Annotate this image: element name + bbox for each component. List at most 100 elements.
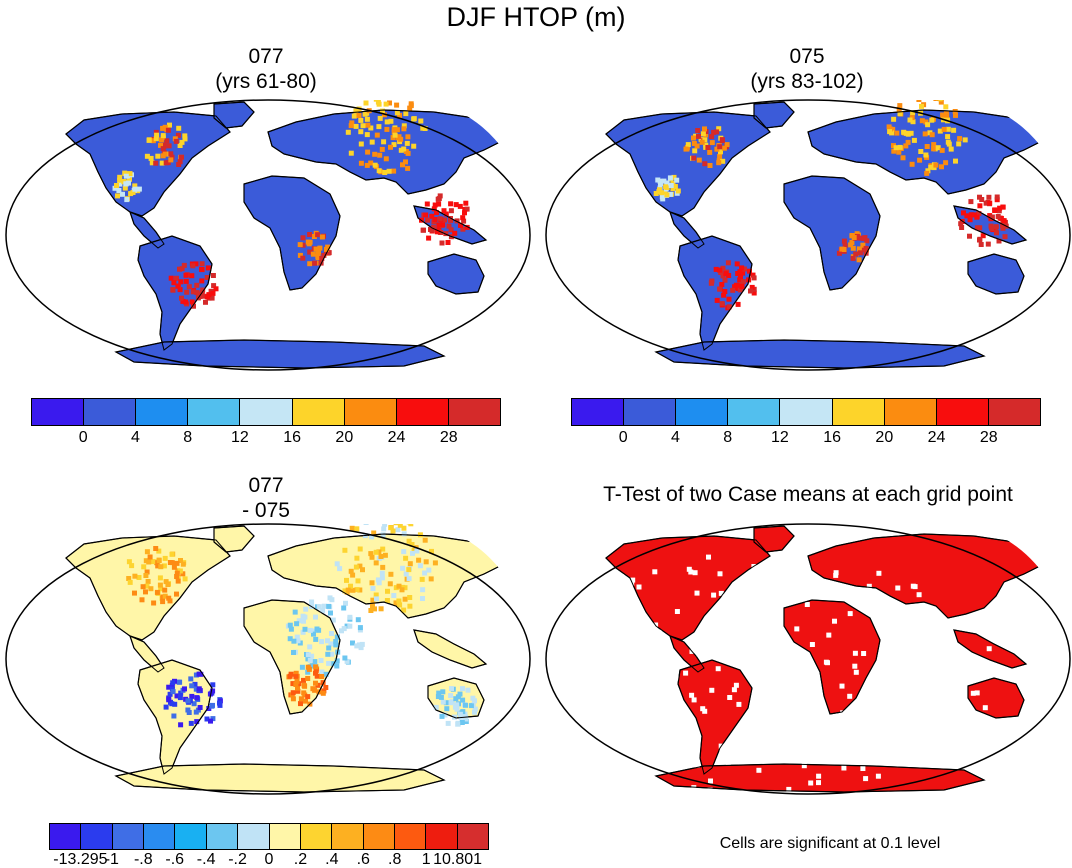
grid-cell xyxy=(794,626,800,632)
grid-cell xyxy=(887,129,893,135)
grid-cell xyxy=(383,156,389,162)
grid-cell xyxy=(853,669,859,675)
grid-cell xyxy=(163,579,169,585)
grid-cell xyxy=(457,691,463,697)
coastline xyxy=(137,659,213,775)
grid-cell xyxy=(671,174,677,180)
grid-cell xyxy=(186,710,192,715)
grid-cell xyxy=(379,575,385,581)
grid-cell xyxy=(160,146,166,152)
grid-cell xyxy=(897,111,903,117)
grid-cell xyxy=(672,184,678,189)
grid-cell xyxy=(402,596,408,602)
grid-cell xyxy=(598,761,604,767)
grid-cell xyxy=(363,100,369,106)
colorbar-swatch xyxy=(238,824,270,849)
grid-cell xyxy=(167,560,173,565)
colorbar-swatch xyxy=(344,399,397,425)
grid-cell xyxy=(770,642,776,648)
grid-cell xyxy=(942,642,948,648)
grid-cell xyxy=(175,283,181,289)
grid-cell xyxy=(406,538,412,544)
coastline xyxy=(654,339,986,369)
grid-cell xyxy=(470,695,476,701)
grid-cell xyxy=(743,602,749,608)
grid-cell xyxy=(657,178,663,184)
grid-cell xyxy=(360,123,366,129)
grid-cell xyxy=(776,683,782,689)
coastline xyxy=(114,763,446,793)
grid-cell xyxy=(321,252,327,258)
grid-cell xyxy=(115,193,120,199)
grid-cell xyxy=(140,584,146,590)
grid-cell xyxy=(931,142,937,148)
grid-cell xyxy=(374,596,379,602)
grid-cell xyxy=(382,524,388,527)
grid-cell xyxy=(860,242,866,248)
grid-cell xyxy=(321,603,327,609)
grid-cell xyxy=(809,642,815,647)
grid-cell xyxy=(714,129,720,135)
grid-cell xyxy=(148,155,154,161)
grid-cell xyxy=(774,616,780,622)
grid-cell xyxy=(821,739,827,745)
grid-cell xyxy=(774,708,780,714)
grid-cell xyxy=(433,704,439,710)
grid-cell xyxy=(463,200,469,206)
grid-cell xyxy=(146,137,152,143)
grid-cell xyxy=(777,742,783,748)
grid-cell xyxy=(935,145,941,151)
grid-cell xyxy=(313,664,319,670)
grid-cell xyxy=(763,603,769,609)
grid-cell xyxy=(657,187,662,193)
grid-cell xyxy=(178,558,183,563)
grid-cell xyxy=(941,676,947,681)
grid-cell xyxy=(420,596,425,601)
grid-cell xyxy=(423,212,429,218)
grid-cell xyxy=(426,235,432,241)
grid-cell xyxy=(344,577,349,583)
grid-cell xyxy=(968,212,974,218)
coastline xyxy=(243,599,341,715)
grid-cell xyxy=(307,232,313,237)
grid-cell xyxy=(675,740,681,746)
grid-cell xyxy=(316,604,322,610)
grid-cell xyxy=(928,164,934,170)
grid-cell xyxy=(204,275,210,280)
grid-cell xyxy=(987,213,993,219)
grid-cell xyxy=(354,555,360,561)
grid-cell xyxy=(660,196,666,202)
grid-cell xyxy=(401,126,407,132)
grid-cell xyxy=(933,100,939,101)
grid-cell xyxy=(977,203,983,209)
grid-cell xyxy=(716,160,722,166)
grid-cell xyxy=(762,584,768,590)
grid-cell xyxy=(956,141,962,147)
grid-cell xyxy=(854,231,860,237)
grid-cell xyxy=(440,699,446,705)
panel1-subtitle: (yrs 61-80) xyxy=(215,70,317,93)
grid-cell xyxy=(592,644,598,650)
grid-cell xyxy=(217,700,222,706)
colorbar-tick-label: 20 xyxy=(875,429,894,446)
grid-cell xyxy=(727,750,733,755)
grid-cell xyxy=(407,595,413,600)
grid-cell xyxy=(167,598,173,604)
grid-cell xyxy=(747,268,752,274)
grid-cell xyxy=(139,597,145,603)
grid-cell xyxy=(158,142,163,148)
grid-cell xyxy=(907,117,913,123)
grid-cell xyxy=(432,217,438,222)
coastline xyxy=(753,525,795,553)
grid-cell xyxy=(675,657,681,663)
grid-cell xyxy=(329,631,334,636)
grid-cell xyxy=(406,567,412,573)
grid-cell xyxy=(709,278,715,284)
grid-cell xyxy=(619,619,625,625)
grid-cell xyxy=(372,151,378,157)
grid-cell xyxy=(656,768,662,774)
grid-cell xyxy=(419,576,425,582)
grid-cell xyxy=(301,677,306,683)
grid-cell xyxy=(753,791,759,794)
grid-cell xyxy=(666,742,672,748)
